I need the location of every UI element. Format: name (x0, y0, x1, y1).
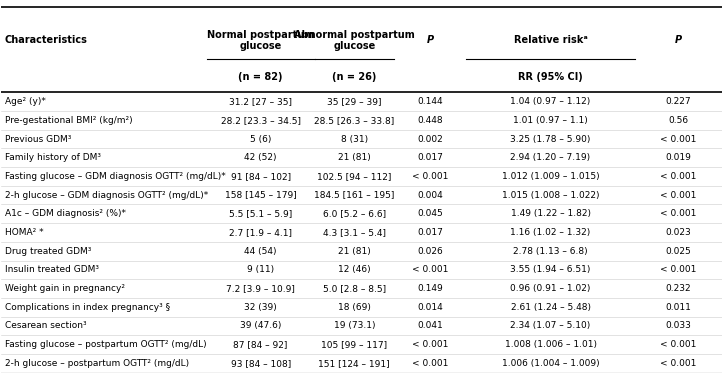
Text: Pre-gestational BMI² (kg/m²): Pre-gestational BMI² (kg/m²) (5, 116, 132, 125)
Text: 18 (69): 18 (69) (338, 303, 371, 312)
Text: 1.16 (1.02 – 1.32): 1.16 (1.02 – 1.32) (510, 228, 591, 237)
Text: 4.3 [3.1 – 5.4]: 4.3 [3.1 – 5.4] (322, 228, 386, 237)
Text: 39 (47.6): 39 (47.6) (240, 321, 281, 330)
Text: 0.004: 0.004 (417, 191, 442, 200)
Text: 8 (31): 8 (31) (341, 135, 368, 144)
Text: 1.012 (1.009 – 1.015): 1.012 (1.009 – 1.015) (502, 172, 599, 181)
Text: 0.017: 0.017 (417, 228, 443, 237)
Text: P: P (675, 36, 682, 45)
Text: 44 (54): 44 (54) (244, 247, 277, 256)
Text: 3.25 (1.78 – 5.90): 3.25 (1.78 – 5.90) (510, 135, 591, 144)
Text: 7.2 [3.9 – 10.9]: 7.2 [3.9 – 10.9] (226, 284, 295, 293)
Text: 0.017: 0.017 (417, 153, 443, 162)
Text: Fasting glucose – GDM diagnosis OGTT² (mg/dL)*: Fasting glucose – GDM diagnosis OGTT² (m… (5, 172, 226, 181)
Text: < 0.001: < 0.001 (660, 265, 696, 275)
Text: 28.2 [23.3 – 34.5]: 28.2 [23.3 – 34.5] (221, 116, 301, 125)
Text: 21 (81): 21 (81) (338, 153, 371, 162)
Text: 6.0 [5.2 – 6.6]: 6.0 [5.2 – 6.6] (322, 209, 386, 218)
Text: P: P (427, 36, 434, 45)
Text: 12 (46): 12 (46) (338, 265, 371, 275)
Text: 0.045: 0.045 (417, 209, 442, 218)
Text: 35 [29 – 39]: 35 [29 – 39] (327, 97, 382, 106)
Text: 0.041: 0.041 (417, 321, 442, 330)
Text: Drug treated GDM³: Drug treated GDM³ (5, 247, 91, 256)
Text: 93 [84 – 108]: 93 [84 – 108] (231, 359, 291, 368)
Text: Insulin treated GDM³: Insulin treated GDM³ (5, 265, 99, 275)
Text: HOMA² *: HOMA² * (5, 228, 43, 237)
Text: 102.5 [94 – 112]: 102.5 [94 – 112] (317, 172, 391, 181)
Text: < 0.001: < 0.001 (660, 191, 696, 200)
Text: Weight gain in pregnancy²: Weight gain in pregnancy² (5, 284, 125, 293)
Text: 21 (81): 21 (81) (338, 247, 371, 256)
Text: 0.232: 0.232 (666, 284, 691, 293)
Text: 105 [99 – 117]: 105 [99 – 117] (321, 340, 388, 349)
Text: 0.023: 0.023 (666, 228, 691, 237)
Text: 1.015 (1.008 – 1.022): 1.015 (1.008 – 1.022) (502, 191, 599, 200)
Text: 0.96 (0.91 – 1.02): 0.96 (0.91 – 1.02) (510, 284, 591, 293)
Text: 151 [124 – 191]: 151 [124 – 191] (319, 359, 390, 368)
Text: 87 [84 – 92]: 87 [84 – 92] (234, 340, 288, 349)
Text: A1c – GDM diagnosis² (%)*: A1c – GDM diagnosis² (%)* (5, 209, 126, 218)
Text: Fasting glucose – postpartum OGTT² (mg/dL): Fasting glucose – postpartum OGTT² (mg/d… (5, 340, 207, 349)
Text: < 0.001: < 0.001 (411, 340, 448, 349)
Text: 184.5 [161 – 195]: 184.5 [161 – 195] (314, 191, 395, 200)
Text: 1.04 (0.97 – 1.12): 1.04 (0.97 – 1.12) (510, 97, 591, 106)
Text: 2.78 (1.13 – 6.8): 2.78 (1.13 – 6.8) (513, 247, 588, 256)
Text: 0.002: 0.002 (417, 135, 442, 144)
Text: 2-h glucose – postpartum OGTT² (mg/dL): 2-h glucose – postpartum OGTT² (mg/dL) (5, 359, 189, 368)
Text: 5.5 [5.1 – 5.9]: 5.5 [5.1 – 5.9] (229, 209, 292, 218)
Text: 0.026: 0.026 (417, 247, 442, 256)
Text: 42 (52): 42 (52) (244, 153, 277, 162)
Text: Normal postpartum
glucose: Normal postpartum glucose (207, 30, 315, 51)
Text: 5.0 [2.8 – 8.5]: 5.0 [2.8 – 8.5] (322, 284, 386, 293)
Text: < 0.001: < 0.001 (660, 135, 696, 144)
Text: 2.34 (1.07 – 5.10): 2.34 (1.07 – 5.10) (510, 321, 591, 330)
Text: < 0.001: < 0.001 (411, 172, 448, 181)
Text: 0.144: 0.144 (417, 97, 442, 106)
Text: Previous GDM³: Previous GDM³ (5, 135, 72, 144)
Text: Family history of DM³: Family history of DM³ (5, 153, 101, 162)
Text: 2.94 (1.20 – 7.19): 2.94 (1.20 – 7.19) (510, 153, 591, 162)
Text: 32 (39): 32 (39) (244, 303, 277, 312)
Text: Age² (y)*: Age² (y)* (5, 97, 46, 106)
Text: < 0.001: < 0.001 (660, 340, 696, 349)
Text: (n = 26): (n = 26) (332, 73, 377, 83)
Text: Cesarean section³: Cesarean section³ (5, 321, 87, 330)
Text: < 0.001: < 0.001 (660, 172, 696, 181)
Text: 0.56: 0.56 (668, 116, 688, 125)
Text: 0.011: 0.011 (665, 303, 691, 312)
Text: 0.227: 0.227 (666, 97, 691, 106)
Text: 1.49 (1.22 – 1.82): 1.49 (1.22 – 1.82) (510, 209, 591, 218)
Text: 19 (73.1): 19 (73.1) (333, 321, 375, 330)
Text: < 0.001: < 0.001 (660, 209, 696, 218)
Text: Characteristics: Characteristics (5, 36, 88, 45)
Text: Relative riskᵃ: Relative riskᵃ (513, 36, 587, 45)
Text: Abnormal postpartum
glucose: Abnormal postpartum glucose (294, 30, 415, 51)
Text: 0.014: 0.014 (417, 303, 442, 312)
Text: 0.025: 0.025 (666, 247, 691, 256)
Text: RR (95% CI): RR (95% CI) (518, 73, 583, 83)
Text: 2.61 (1.24 – 5.48): 2.61 (1.24 – 5.48) (510, 303, 591, 312)
Text: 0.149: 0.149 (417, 284, 442, 293)
Text: 158 [145 – 179]: 158 [145 – 179] (225, 191, 296, 200)
Text: 1.01 (0.97 – 1.1): 1.01 (0.97 – 1.1) (513, 116, 588, 125)
Text: 1.006 (1.004 – 1.009): 1.006 (1.004 – 1.009) (502, 359, 599, 368)
Text: 31.2 [27 – 35]: 31.2 [27 – 35] (229, 97, 292, 106)
Text: 9 (11): 9 (11) (247, 265, 274, 275)
Text: 3.55 (1.94 – 6.51): 3.55 (1.94 – 6.51) (510, 265, 591, 275)
Text: < 0.001: < 0.001 (660, 359, 696, 368)
Text: < 0.001: < 0.001 (411, 359, 448, 368)
Text: 0.448: 0.448 (417, 116, 442, 125)
Text: 2.7 [1.9 – 4.1]: 2.7 [1.9 – 4.1] (229, 228, 292, 237)
Text: 2-h glucose – GDM diagnosis OGTT² (mg/dL)*: 2-h glucose – GDM diagnosis OGTT² (mg/dL… (5, 191, 208, 200)
Text: 1.008 (1.006 – 1.01): 1.008 (1.006 – 1.01) (505, 340, 596, 349)
Text: 0.033: 0.033 (665, 321, 691, 330)
Text: 28.5 [26.3 – 33.8]: 28.5 [26.3 – 33.8] (315, 116, 395, 125)
Text: Complications in index pregnancy³ §: Complications in index pregnancy³ § (5, 303, 170, 312)
Text: 0.019: 0.019 (665, 153, 691, 162)
Text: 5 (6): 5 (6) (250, 135, 271, 144)
Text: (n = 82): (n = 82) (239, 73, 283, 83)
Text: < 0.001: < 0.001 (411, 265, 448, 275)
Text: 91 [84 – 102]: 91 [84 – 102] (231, 172, 291, 181)
